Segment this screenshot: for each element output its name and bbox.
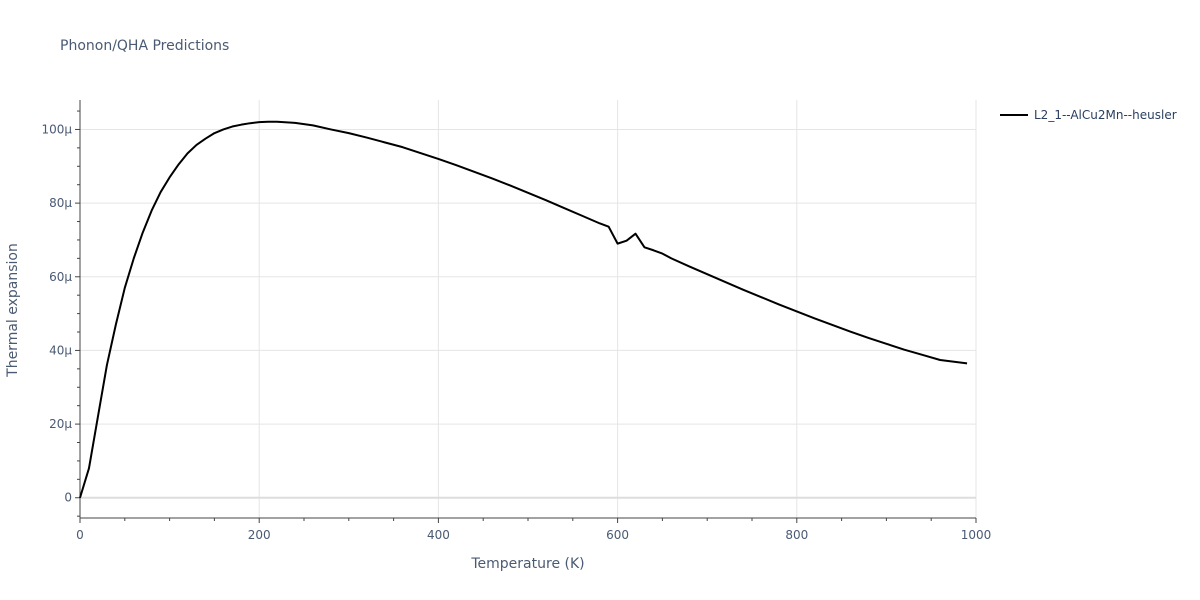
- legend[interactable]: L2_1--AlCu2Mn--heusler: [1000, 108, 1177, 122]
- y-axis-title: Thermal expansion: [5, 243, 21, 378]
- grid-layer: [80, 100, 977, 518]
- x-tick-label: 0: [76, 528, 84, 542]
- y-tick-label: 40µ: [49, 343, 72, 357]
- series-line[interactable]: [79, 120, 968, 499]
- series-layer: [79, 120, 968, 499]
- legend-label: L2_1--AlCu2Mn--heusler: [1034, 108, 1177, 122]
- x-axis-title: Temperature (K): [470, 556, 584, 572]
- chart-title: Phonon/QHA Predictions: [60, 38, 229, 54]
- y-tick-label: 100µ: [41, 122, 72, 136]
- axes-layer: [75, 100, 977, 523]
- x-tick-label: 1000: [961, 528, 992, 542]
- y-tick-label: 60µ: [49, 270, 72, 284]
- x-tick-label: 200: [248, 528, 271, 542]
- y-tick-label: 80µ: [49, 196, 72, 210]
- x-tick-label: 600: [606, 528, 629, 542]
- x-tick-label: 800: [785, 528, 808, 542]
- y-tick-label: 20µ: [49, 417, 72, 431]
- ticks-layer: 0 200 400 600 800 1000 0 20µ 40µ 60µ 80µ 100µ: [41, 122, 991, 542]
- y-tick-label: 0: [64, 491, 72, 505]
- x-tick-label: 400: [427, 528, 450, 542]
